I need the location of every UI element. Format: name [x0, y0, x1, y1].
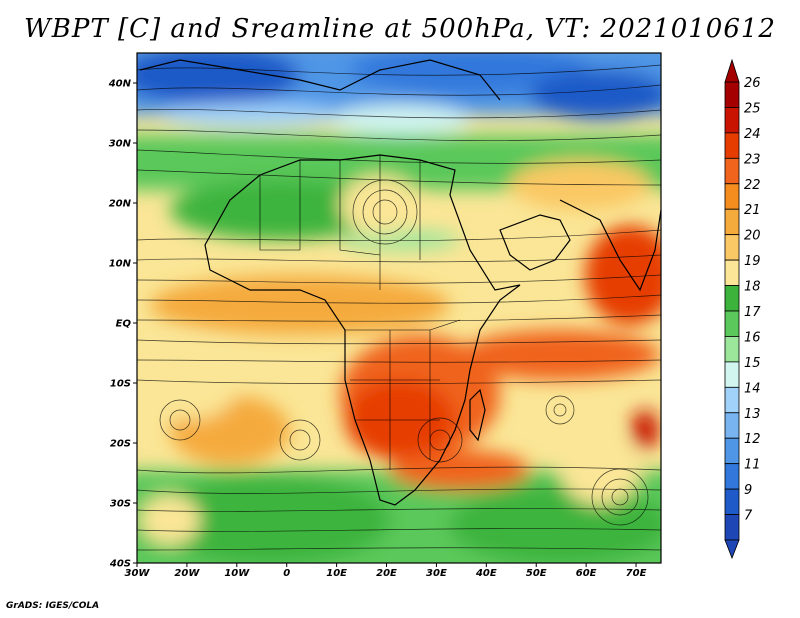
colorbar-segment [724, 208, 740, 236]
colorbar-bottom-arrow [724, 539, 740, 560]
lat-tick-label: 30S [110, 499, 131, 510]
lat-tick-label: 20S [110, 439, 131, 450]
colorbar-label: 14 [744, 381, 761, 396]
lat-tick-label: 10N [109, 259, 132, 270]
colorbar-segment [724, 183, 740, 210]
colorbar-segment [724, 488, 740, 515]
colorbar-segment [724, 514, 740, 541]
colorbar-segment [724, 463, 740, 490]
colorbar-label: 22 [744, 178, 761, 193]
colorbar-segment [724, 361, 740, 388]
map-area [137, 53, 661, 563]
colorbar-label: 21 [744, 203, 761, 218]
colorbar-segment [724, 412, 740, 439]
lon-tick-label: 10E [326, 568, 347, 579]
lon-tick-label: 70E [626, 568, 647, 579]
colorbar-segment [724, 310, 740, 337]
lat-tick-label: 20N [109, 199, 132, 210]
colorbar-segment [724, 336, 740, 363]
lat-tick-label: 30N [109, 139, 132, 150]
colorbar-label: 11 [744, 458, 761, 473]
colorbar-label: 16 [744, 330, 761, 345]
lon-tick-label: 30E [426, 568, 447, 579]
lon-tick-label: 40E [475, 568, 497, 579]
coastlines [139, 59, 661, 506]
longitude-axis: 30W 20W 10W 0 10E 20E 30E 40E 50E 60E 70E [125, 563, 647, 579]
lat-tick-label: 10S [110, 379, 131, 390]
colorbar-segment [724, 386, 740, 414]
country-borders [259, 155, 461, 470]
colorbar-label: 24 [744, 127, 761, 142]
colorbar-segment [724, 259, 740, 286]
colorbar-segment [724, 437, 740, 465]
lon-tick-label: 20W [174, 568, 200, 579]
grads-credit: GrADS: IGES/COLA [6, 601, 100, 611]
colorbar-label: 26 [744, 76, 761, 91]
lon-tick-label: 10W [224, 568, 250, 579]
lon-tick-label: 20E [376, 568, 397, 579]
colorbar-segment [724, 157, 740, 185]
lon-tick-label: 50E [526, 568, 547, 579]
colorbar-segment [724, 234, 740, 261]
colorbar-label: 18 [744, 280, 761, 295]
colorbar-label: 13 [744, 407, 761, 422]
lat-tick-label: EQ [116, 319, 132, 330]
latitude-axis: 40N 30N 20N 10N EQ 10S 20S 30S 40S [108, 79, 137, 570]
colorbar-label: 17 [744, 305, 761, 320]
colorbar-segment [724, 132, 740, 159]
colorbar-label: 25 [744, 101, 761, 116]
colorbar: 26 25 24 23 22 21 20 19 18 17 16 15 14 13 12 11 9 7 [724, 58, 761, 560]
streamlines [137, 64, 661, 551]
colorbar-segment [724, 81, 740, 108]
colorbar-top-arrow [724, 58, 740, 83]
colorbar-segment [724, 107, 740, 134]
lon-tick-label: 60E [576, 568, 597, 579]
lon-tick-label: 0 [283, 568, 290, 579]
lon-tick-label: 30W [125, 568, 151, 579]
colorbar-label: 7 [744, 509, 753, 524]
colorbar-label: 20 [744, 229, 761, 244]
colorbar-label: 9 [744, 483, 752, 498]
colorbar-label: 15 [744, 356, 761, 371]
map-frame [136, 52, 662, 564]
colorbar-segment [724, 285, 740, 312]
colorbar-label: 23 [744, 152, 761, 167]
lat-tick-label: 40N [108, 79, 132, 90]
chart-title: WBPT [C] and Sreamline at 500hPa, VT: 20… [24, 14, 776, 44]
lat-tick-label: 40S [109, 559, 131, 570]
colorbar-label: 12 [744, 432, 761, 447]
colorbar-label: 19 [744, 254, 761, 269]
